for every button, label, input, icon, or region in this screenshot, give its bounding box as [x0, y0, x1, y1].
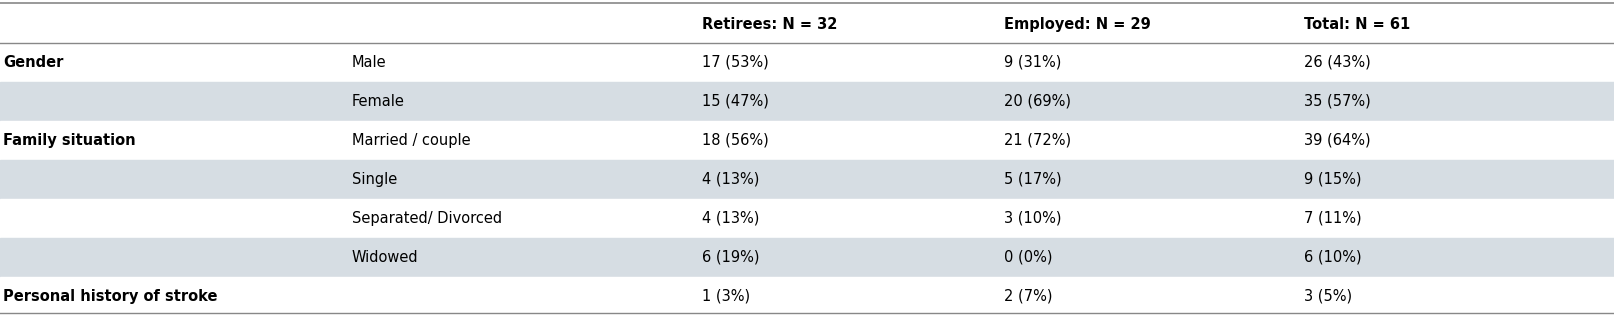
Text: Separated/ Divorced: Separated/ Divorced [352, 211, 502, 226]
Text: Married / couple: Married / couple [352, 133, 470, 148]
Text: 3 (5%): 3 (5%) [1304, 289, 1353, 304]
Bar [0, 199, 1614, 238]
Text: Widowed: Widowed [352, 250, 418, 265]
Text: 39 (64%): 39 (64%) [1304, 133, 1370, 148]
Text: Female: Female [352, 94, 405, 109]
Bar [0, 160, 1614, 199]
Text: Retirees: N = 32: Retirees: N = 32 [702, 17, 838, 32]
Text: 5 (17%): 5 (17%) [1004, 172, 1062, 187]
Text: 0 (0%): 0 (0%) [1004, 250, 1052, 265]
Bar [0, 121, 1614, 160]
Text: 6 (19%): 6 (19%) [702, 250, 760, 265]
Text: 35 (57%): 35 (57%) [1304, 94, 1370, 109]
Text: Family situation: Family situation [3, 133, 136, 148]
Text: 18 (56%): 18 (56%) [702, 133, 768, 148]
Text: 26 (43%): 26 (43%) [1304, 55, 1370, 70]
Text: 7 (11%): 7 (11%) [1304, 211, 1362, 226]
Text: 9 (31%): 9 (31%) [1004, 55, 1062, 70]
Text: 3 (10%): 3 (10%) [1004, 211, 1062, 226]
Bar [0, 277, 1614, 316]
Text: Male: Male [352, 55, 386, 70]
Bar [0, 43, 1614, 82]
Text: Gender: Gender [3, 55, 63, 70]
Text: 17 (53%): 17 (53%) [702, 55, 768, 70]
Text: Total: N = 61: Total: N = 61 [1304, 17, 1411, 32]
Text: 4 (13%): 4 (13%) [702, 211, 760, 226]
Bar [0, 82, 1614, 121]
Text: 21 (72%): 21 (72%) [1004, 133, 1072, 148]
Text: Personal history of stroke: Personal history of stroke [3, 289, 218, 304]
Text: 4 (13%): 4 (13%) [702, 172, 760, 187]
Text: 6 (10%): 6 (10%) [1304, 250, 1362, 265]
Text: 9 (15%): 9 (15%) [1304, 172, 1362, 187]
Text: 20 (69%): 20 (69%) [1004, 94, 1072, 109]
Text: 15 (47%): 15 (47%) [702, 94, 768, 109]
Bar [0, 238, 1614, 277]
Text: 1 (3%): 1 (3%) [702, 289, 751, 304]
Text: Single: Single [352, 172, 397, 187]
Text: Employed: N = 29: Employed: N = 29 [1004, 17, 1151, 32]
Bar [0, 0, 1614, 43]
Text: 2 (7%): 2 (7%) [1004, 289, 1052, 304]
